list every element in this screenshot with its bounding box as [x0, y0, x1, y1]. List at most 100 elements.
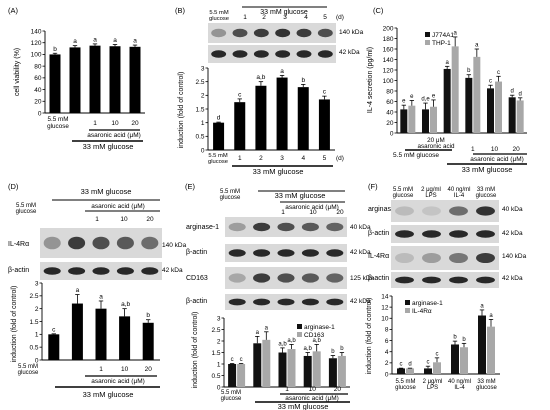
blot-actin-band [141, 267, 159, 275]
y-tick-label: 60 [34, 75, 42, 82]
dose-header: asaronic acid (μM) [91, 378, 145, 385]
bar-thp1 [430, 106, 437, 133]
tick-label: glucose [221, 396, 242, 402]
y-tick-label: 14 [381, 293, 389, 300]
data-label: a [265, 325, 269, 331]
blot-header: 33 mM glucose [260, 9, 308, 16]
lane-label: glucose [209, 16, 229, 22]
blot-actin-1-membrane [391, 225, 499, 243]
blot-name: β-actin [368, 230, 389, 237]
y-tick-label: 0 [385, 371, 389, 378]
tick-label: 5 [323, 155, 327, 162]
lane-label: 2 [262, 14, 266, 21]
blot-actin-1-band [228, 249, 246, 257]
data-label: b [301, 77, 305, 84]
blot-actin-2-band [228, 298, 246, 306]
blot-cd163-band [277, 273, 295, 283]
bar [71, 303, 83, 360]
data-label: b [453, 335, 457, 341]
data-label: c [427, 360, 430, 366]
blot-il4ra-band [116, 236, 134, 250]
dose-header: asaronic acid (μM) [285, 204, 339, 211]
legend-swatch [297, 324, 302, 329]
blot-arginase [391, 200, 499, 222]
legend-label: J774A1 [432, 32, 454, 39]
blot-cd163-band [301, 273, 319, 283]
panel-d-ylabel: induction (fold of control) [11, 286, 18, 363]
y-tick-label: 0 [35, 357, 39, 364]
lane-label: 10 [309, 209, 317, 216]
blot-il4ra-band [422, 252, 441, 264]
y-tick-label: 4 [385, 349, 389, 356]
lane-label: 3 [283, 14, 287, 21]
data-label: a [76, 287, 80, 294]
y-tick-label: 0.5 [29, 344, 38, 351]
bar-j774a1 [422, 109, 429, 133]
bar [255, 85, 267, 150]
data-label: a [99, 293, 103, 300]
blot-header: 33 mM glucose [81, 187, 132, 196]
y-tick-label: 1 [201, 120, 205, 127]
lane-label: glucose [393, 193, 414, 199]
blot-actin-2-band [326, 298, 344, 306]
y-tick-label: 2 [385, 360, 389, 367]
y-tick-label: 2.5 [195, 79, 204, 86]
y-tick-label: 2 [35, 306, 39, 313]
blot-actin-band [232, 50, 248, 58]
lane-label: 10 [120, 216, 128, 223]
data-label: a [113, 37, 117, 44]
lane-label: 1 [281, 209, 285, 216]
y-tick-label: 8 [385, 327, 389, 334]
tick-label: 5.5 mM [395, 379, 415, 385]
tick-label: 20 [513, 146, 521, 153]
blot-actin-band [92, 267, 110, 275]
bar-arginase1 [397, 368, 405, 374]
data-label: c [400, 362, 403, 368]
tick-label: 2 μg/ml [423, 379, 443, 385]
y-tick-label: 100 [383, 78, 394, 85]
data-label: a [453, 30, 457, 36]
blot-name: β-actin [8, 267, 29, 274]
tick-label: LPS [427, 385, 438, 391]
blot-size: 42 kDa [502, 275, 523, 282]
panel-c-ylabel: IL-4 secretion (pg/ml) [367, 47, 374, 113]
legend-label: arginase-1 [412, 300, 443, 307]
bar-j774a1 [400, 109, 408, 133]
data-label: c [238, 91, 242, 98]
data-label: a [445, 60, 449, 66]
bar [89, 45, 101, 114]
lane-label: 5.5 mM [16, 203, 36, 209]
y-tick-label: 2 [201, 93, 205, 100]
bar [318, 99, 330, 150]
panel-b-ylabel: induction (fold of control) [178, 72, 185, 149]
blot-actin-2-band [422, 276, 441, 284]
blot-arginase-band [301, 222, 319, 232]
data-label: e [410, 94, 414, 100]
blot-il4ra-band [43, 236, 61, 250]
bar [234, 102, 246, 150]
blot-actin-2-membrane [391, 272, 499, 288]
blot-il4ra-band [253, 28, 269, 38]
y-tick-label: 140 [31, 28, 42, 35]
lane-label: 1 [243, 14, 247, 21]
y-tick-label: 20 [34, 99, 42, 106]
blot-size: 42 kDa [350, 249, 371, 256]
data-label: a [256, 330, 260, 336]
bar-arginase1 [328, 358, 337, 387]
y-tick-label: 0 [390, 130, 394, 137]
blot-name: arginase-1 [368, 206, 401, 213]
blot-actin-2-band [301, 298, 319, 306]
blot-actin-band [317, 50, 333, 58]
bar-il4r [487, 326, 495, 374]
data-label: a,b [256, 74, 265, 81]
blot-il4ra-band [296, 28, 312, 38]
blot-name: β-actin [186, 298, 207, 305]
lane-label: LPS [425, 193, 436, 199]
data-label: b [146, 312, 150, 319]
data-label: a [280, 68, 284, 75]
y-tick-label: 0.5 [211, 373, 220, 380]
bar-cd163 [287, 349, 296, 387]
lane-label: glucose [476, 193, 497, 199]
